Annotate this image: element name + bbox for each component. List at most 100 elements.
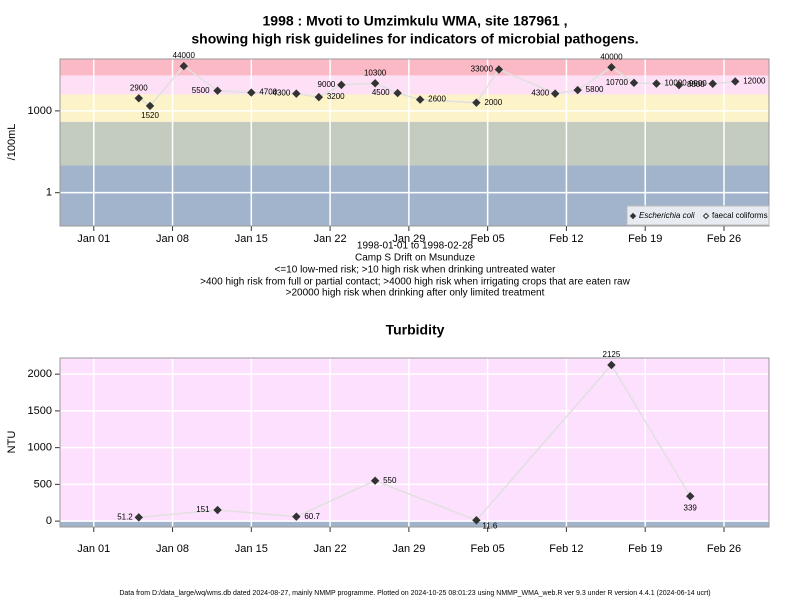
data-point (550, 89, 560, 98)
plot-frame (59, 357, 770, 528)
x-tick-label: Feb 19 (628, 233, 662, 245)
data-point (134, 513, 143, 522)
data-label: 9900 (689, 79, 707, 88)
data-label: 44000 (173, 51, 196, 60)
data-label: 3200 (327, 92, 345, 101)
data-point (731, 77, 740, 86)
data-point (370, 476, 380, 485)
x-tick-label: Feb 12 (549, 233, 583, 245)
x-tick-label: Jan 22 (314, 233, 347, 245)
y-tick-label: 1000 (28, 442, 52, 454)
risk-band (60, 520, 769, 527)
annotation: <=10 low-med risk; >10 high risk when dr… (275, 265, 557, 276)
data-label: 1520 (141, 111, 159, 120)
data-point (686, 492, 695, 501)
legend-label: Escherichia coli (639, 211, 695, 220)
data-label: 5500 (192, 86, 210, 95)
data-label: 10000 (664, 79, 687, 88)
legend-label: faecal coliforms (712, 211, 768, 220)
plot-frame (59, 58, 770, 227)
data-point (134, 94, 143, 103)
y-axis-label: NTU (6, 431, 18, 454)
x-tick-label: Jan 15 (235, 543, 268, 555)
x-tick-label: Feb 26 (707, 233, 741, 245)
annotation: Camp S Drift on Msunduze (355, 253, 475, 264)
y-tick-label: 1500 (28, 405, 52, 417)
y-tick-label: 2000 (28, 368, 52, 380)
x-tick-label: Feb 26 (707, 543, 741, 555)
data-point (292, 89, 301, 98)
chart-title: 1998 : Mvoti to Umzimkulu WMA, site 1879… (263, 13, 568, 29)
x-tick-label: Jan 22 (314, 543, 347, 555)
data-label: 12000 (743, 77, 766, 86)
x-tick-label: Jan 08 (156, 543, 189, 555)
risk-band (60, 358, 769, 521)
data-point (674, 80, 684, 90)
data-label: 9000 (318, 80, 336, 89)
legend-marker (629, 212, 637, 220)
data-label: 151 (196, 505, 210, 514)
data-point (370, 79, 380, 88)
x-tick-label: Feb 05 (471, 233, 505, 245)
x-tick-label: Jan 01 (77, 233, 110, 245)
data-point (179, 61, 189, 71)
y-tick-label: 1 (46, 187, 52, 199)
x-tick-label: Jan 29 (392, 543, 425, 555)
data-point (292, 512, 301, 521)
data-label: 2125 (603, 350, 621, 359)
data-label: 10300 (364, 68, 387, 77)
x-tick-label: Jan 08 (156, 233, 189, 245)
data-point (393, 88, 402, 98)
data-label: 4300 (531, 89, 549, 98)
data-label: 2000 (484, 98, 502, 107)
data-label: 60.7 (304, 512, 320, 521)
footer: Data from D:/data_large/wq/wms.db dated … (119, 590, 710, 597)
data-point (337, 80, 346, 90)
data-label: 339 (684, 503, 698, 512)
chart-subtitle: showing high risk guidelines for indicat… (191, 31, 638, 47)
data-point (607, 63, 616, 72)
data-label: 2900 (130, 83, 148, 92)
data-point (607, 360, 616, 370)
annotation: >20000 high risk when drinking after onl… (286, 288, 545, 299)
data-point (213, 505, 222, 515)
data-point (213, 86, 222, 95)
data-point (247, 88, 256, 97)
data-label: 2600 (428, 95, 446, 104)
data-point (629, 78, 639, 88)
data-label: 8800 (687, 80, 705, 89)
data-point (652, 79, 661, 88)
x-tick-label: Jan 29 (392, 233, 425, 245)
y-tick-label: 1000 (28, 105, 52, 117)
legend-box (626, 205, 770, 226)
data-label: 4500 (372, 88, 390, 97)
data-point (415, 95, 425, 104)
data-label: 11.6 (482, 521, 498, 530)
annotation: >400 high risk from full or partial cont… (200, 277, 630, 288)
x-tick-label: Jan 15 (235, 233, 268, 245)
y-axis-label: /100mL (6, 124, 18, 161)
data-point (472, 98, 481, 107)
data-label: 33000 (471, 65, 494, 74)
chart-title: Turbidity (386, 322, 445, 338)
data-point (145, 101, 155, 111)
data-point (494, 65, 504, 74)
y-tick-label: 500 (34, 478, 52, 490)
annotation: 1998-01-01 to 1998-02-28 (357, 241, 474, 252)
data-label: 10700 (606, 78, 629, 87)
risk-band (60, 75, 769, 95)
risk-band (60, 59, 769, 76)
legend-marker (702, 212, 710, 220)
x-tick-label: Feb 19 (628, 543, 662, 555)
data-label: 40000 (600, 52, 623, 61)
data-point (472, 516, 481, 525)
data-label: 550 (383, 476, 397, 485)
data-label: 4700 (259, 88, 277, 97)
data-point (708, 79, 717, 88)
data-point (314, 92, 324, 102)
x-tick-label: Jan 01 (77, 543, 110, 555)
x-tick-label: Feb 05 (471, 543, 505, 555)
data-label: 5800 (586, 85, 604, 94)
data-label: 51.2 (117, 512, 133, 521)
